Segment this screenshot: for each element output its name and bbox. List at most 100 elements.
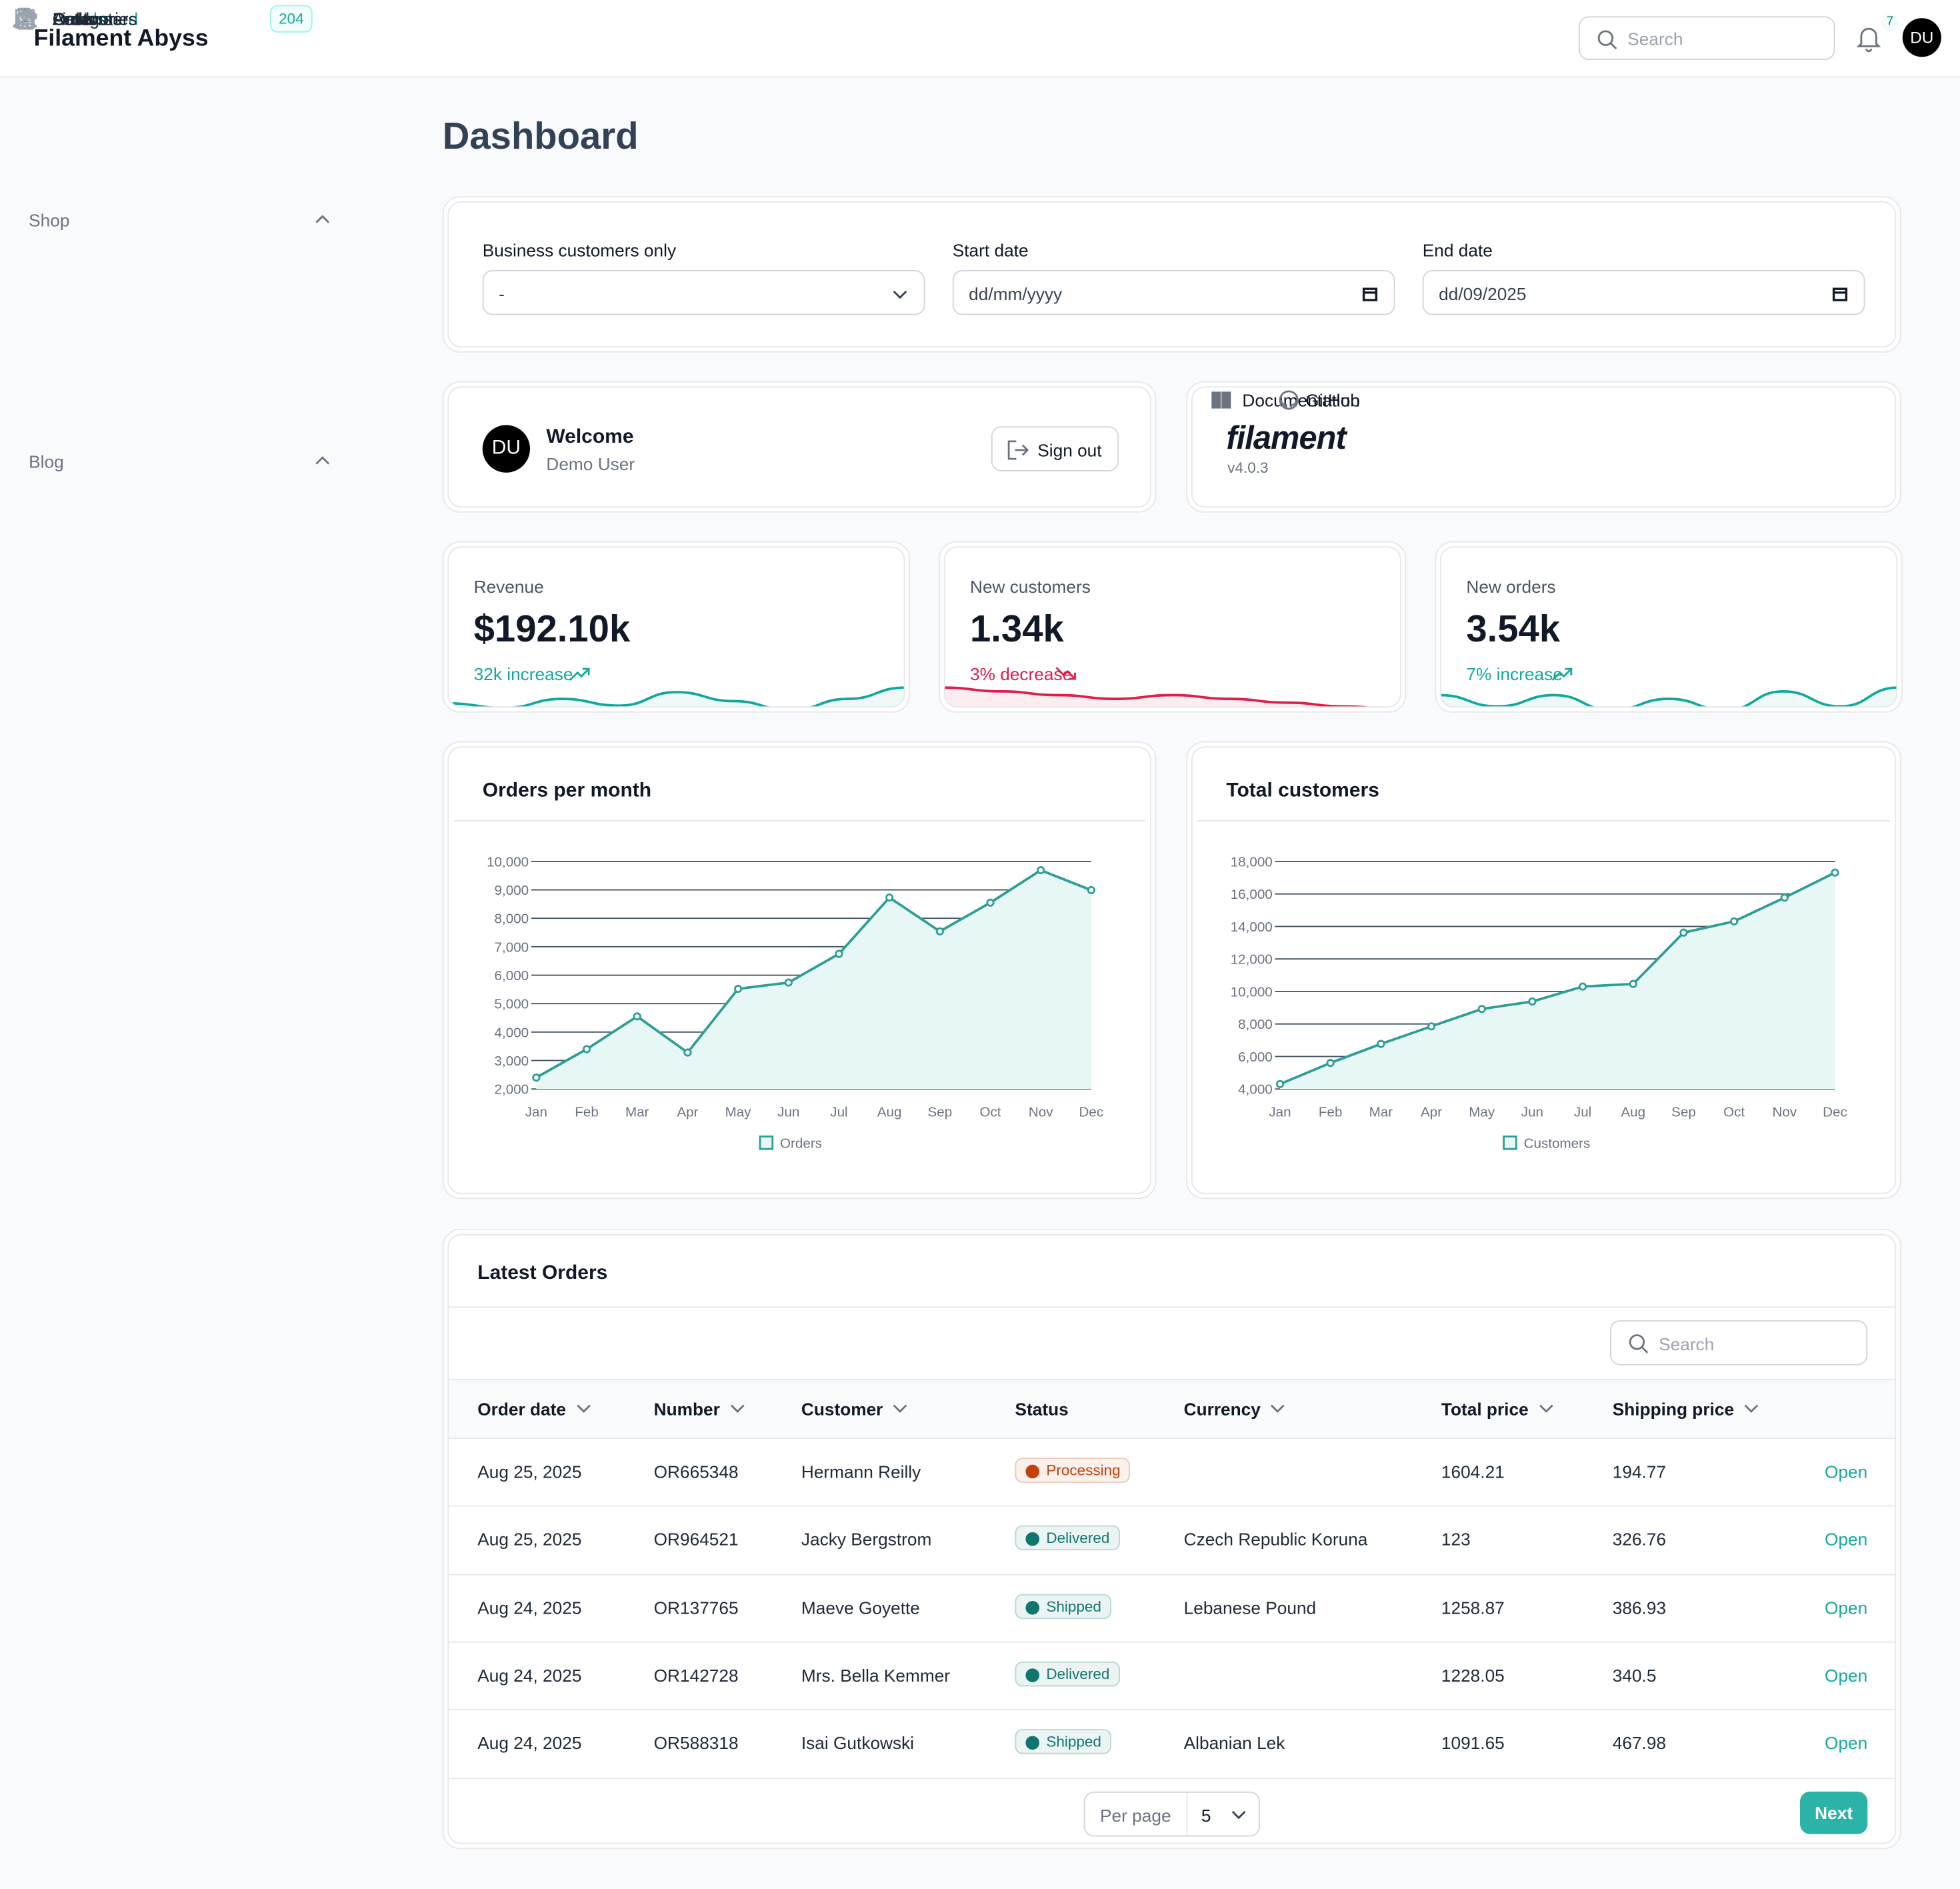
chart-title: Orders per month: [482, 780, 652, 801]
icon: [1362, 287, 1378, 301]
point: [1578, 982, 1587, 991]
point: [1477, 1005, 1486, 1014]
topbar: Filament Abyss Search 7 DU: [0, 0, 1960, 78]
orders-table-card-inner: Latest Orders Search Order date Number Custo…: [447, 1234, 1897, 1844]
divider: [1197, 820, 1890, 821]
stat-value: $192.10k: [473, 609, 631, 650]
filter-input[interactable]: -: [482, 270, 925, 315]
point: [1629, 980, 1637, 988]
column-header[interactable]: Number: [653, 1399, 720, 1420]
open-link[interactable]: Open: [1825, 1529, 1868, 1550]
nav-item[interactable]: Dashboard: [0, 0, 325, 37]
open-link[interactable]: Open: [1825, 1733, 1868, 1754]
column-header[interactable]: Total price: [1441, 1399, 1529, 1420]
stat-value: 1.34k: [970, 609, 1064, 650]
nav-item[interactable]: Authors: [0, 10, 325, 263]
nav-item[interactable]: Posts: [0, 7, 325, 187]
stat-card-inner: Revenue $192.10k 32k increase: [447, 546, 905, 708]
table-cell: 467.98: [1612, 1733, 1667, 1754]
nav-item[interactable]: Links: [0, 9, 325, 300]
line: [535, 869, 1092, 1079]
filter-input[interactable]: dd/09/2025: [1422, 270, 1865, 315]
nav-item[interactable]: Orders 204: [0, 5, 325, 113]
doc-link[interactable]: GitHub: [1193, 390, 1368, 438]
point: [683, 1048, 692, 1057]
nav-item[interactable]: Categories: [0, 7, 325, 225]
column-header[interactable]: Currency: [1183, 1399, 1261, 1420]
status-label: Shipped: [1046, 1733, 1101, 1751]
trend-icon: [1055, 667, 1076, 680]
trend-icon: [569, 667, 589, 681]
status-label: Delivered: [1046, 1529, 1110, 1547]
icon: [1744, 1404, 1759, 1413]
stat-card-inner: New customers 1.34k 3% decrease: [943, 546, 1401, 708]
status-icon: [1025, 1668, 1040, 1682]
point: [1780, 893, 1789, 902]
x-tick-label: Feb: [1319, 1104, 1343, 1120]
status-label: Delivered: [1046, 1665, 1110, 1683]
sign-out-button[interactable]: Sign out: [991, 426, 1119, 471]
column-header[interactable]: Shipping price: [1612, 1399, 1735, 1420]
x-tick-label: Nov: [1772, 1104, 1797, 1120]
legend-swatch: [1503, 1135, 1517, 1150]
per-page[interactable]: Per page 5: [1083, 1791, 1260, 1837]
icon: [1025, 1532, 1040, 1546]
chart-title: Total customers: [1226, 780, 1379, 801]
trend-icon: [1551, 667, 1573, 681]
x-tick-label: Sep: [927, 1104, 952, 1120]
status-icon: [1025, 1736, 1040, 1750]
sparkline-area: [449, 687, 904, 707]
welcome-card-inner: DU Welcome Demo User Sign out: [447, 386, 1151, 508]
icon: [1279, 390, 1299, 410]
icon-shape: [1007, 440, 1029, 460]
filter-input[interactable]: dd/mm/yyyy: [952, 270, 1395, 315]
x-tick-label: Jan: [525, 1104, 547, 1120]
table-cell: Aug 24, 2025: [477, 1665, 582, 1686]
next-button[interactable]: Next: [1800, 1791, 1868, 1834]
x-tick-label: May: [725, 1104, 752, 1120]
status-badge: Processing: [1015, 1458, 1131, 1483]
avatar: DU: [482, 425, 530, 473]
y-tick-label: 6,000: [495, 968, 529, 984]
avatar[interactable]: DU: [1902, 18, 1941, 57]
y-tick-label: 4,000: [1238, 1082, 1273, 1098]
table-search[interactable]: Search: [1610, 1320, 1868, 1366]
global-search[interactable]: Search: [1579, 16, 1835, 60]
x-tick-label: Apr: [1421, 1104, 1442, 1120]
x-tick-label: Apr: [677, 1104, 698, 1120]
x-tick-label: Jul: [1574, 1104, 1591, 1120]
point: [835, 950, 843, 958]
link-icon: [1279, 390, 1299, 410]
chart-card-inner: Orders per month 2,000 3,000 4,000 5,000 6,00…: [447, 746, 1151, 1194]
column-header[interactable]: Order date: [477, 1399, 567, 1420]
sparkline: [945, 686, 1368, 707]
filament-logo: filament: [1226, 419, 1346, 457]
filter-label: Start date: [952, 240, 1029, 260]
table-cell: Maeve Goyette: [801, 1597, 920, 1618]
point: [582, 1045, 591, 1054]
row-divider: [449, 1506, 1895, 1507]
table-cell: 326.76: [1612, 1529, 1667, 1550]
nav-group-label: Shop: [29, 210, 70, 230]
chart-card: Orders per month 2,000 3,000 4,000 5,000 6,00…: [442, 741, 1157, 1200]
x-tick-label: Oct: [979, 1104, 1001, 1120]
icon: [1832, 287, 1848, 301]
x-tick-label: Jun: [777, 1104, 799, 1120]
point: [1037, 866, 1045, 875]
open-link[interactable]: Open: [1825, 1597, 1868, 1618]
open-link[interactable]: Open: [1825, 1665, 1868, 1686]
next-label[interactable]: Next: [1815, 1802, 1853, 1823]
bell-icon[interactable]: [1856, 25, 1881, 53]
sort-icon: [893, 1404, 908, 1413]
y-tick-label: 5,000: [495, 997, 529, 1012]
stat-label: Revenue: [473, 576, 544, 597]
x-tick-label: Aug: [1621, 1104, 1645, 1120]
doc-link[interactable]: Documentation: [1193, 387, 1368, 413]
x-tick-label: Sep: [1671, 1104, 1696, 1120]
table-cell: OR964521: [653, 1529, 739, 1550]
open-link[interactable]: Open: [1825, 1461, 1868, 1482]
filters-card: Business customers only - Start date dd/mm/…: [442, 196, 1901, 353]
nav-item[interactable]: Customers: [0, 10, 325, 150]
y-tick-label: 18,000: [1231, 854, 1273, 869]
column-header[interactable]: Customer: [801, 1399, 883, 1420]
